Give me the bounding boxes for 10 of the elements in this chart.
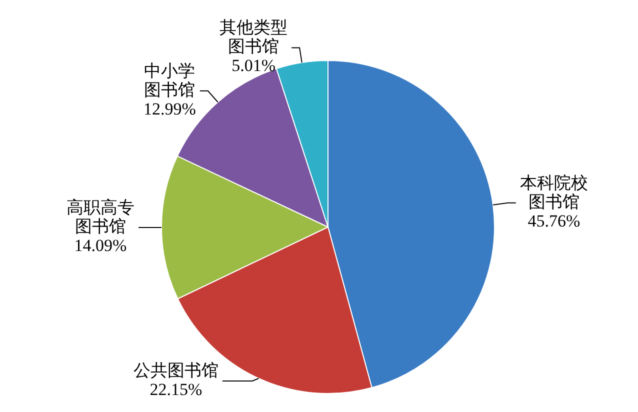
slice-label: 其他类型图书馆 [220,18,288,56]
slice-label: 本科院校图书馆 [520,173,588,212]
slice-label: 高职高专图书馆 [66,198,134,236]
data-label: 22.15% [150,380,202,399]
data-label: 12.99% [144,99,196,118]
data-label: 5.01% [232,56,276,76]
data-label: 14.09% [74,236,127,255]
data-label: 45.76% [528,211,580,230]
slice-label: 公共图书馆 [133,360,218,380]
slice-label: 中小学图书馆 [144,61,196,100]
